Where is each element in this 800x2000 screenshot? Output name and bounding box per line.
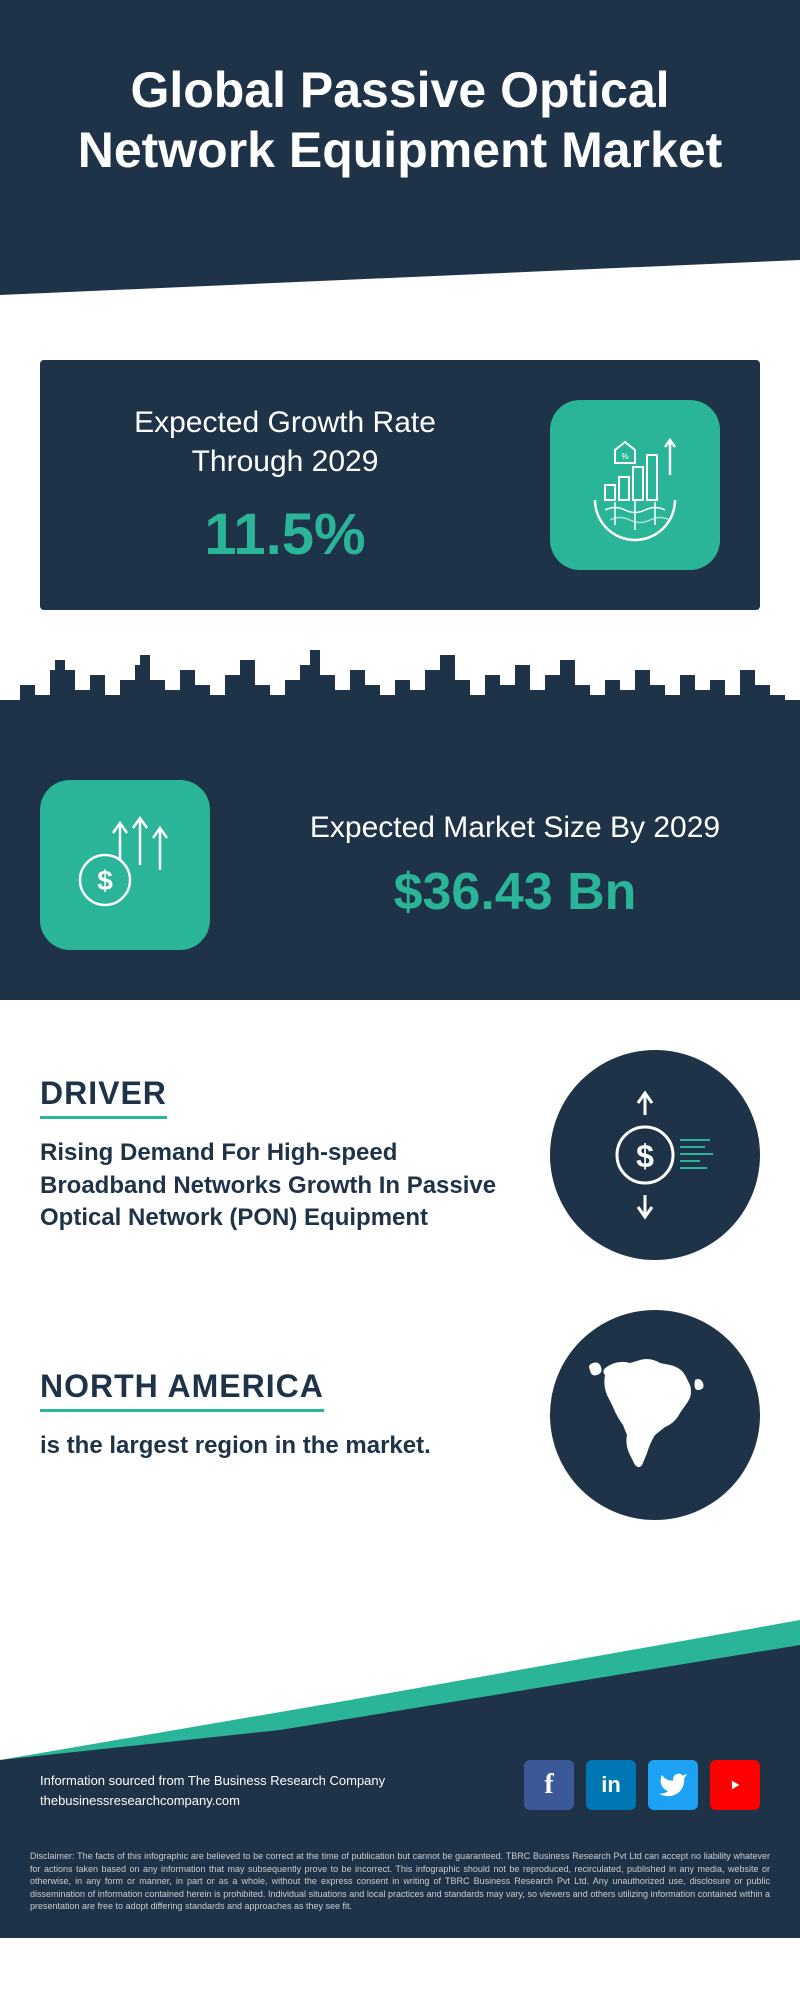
linkedin-icon[interactable]: in: [586, 1760, 636, 1810]
youtube-icon[interactable]: [710, 1760, 760, 1810]
growth-chart-globe-icon: %: [550, 400, 720, 570]
driver-body: Rising Demand For High-speed Broadband N…: [40, 1137, 510, 1234]
market-size-text-block: Expected Market Size By 2029 $36.43 Bn: [270, 808, 760, 922]
header-section: Global Passive Optical Network Equipment…: [0, 0, 800, 250]
disclaimer-text: Disclaimer: The facts of this infographi…: [0, 1835, 800, 1938]
region-text-block: NORTH AMERICA is the largest region in t…: [40, 1368, 510, 1462]
social-icons-row: f in: [524, 1760, 760, 1810]
market-size-value: $36.43 Bn: [270, 862, 760, 922]
source-attribution: Information sourced from The Business Re…: [40, 1771, 385, 1810]
region-heading: NORTH AMERICA: [40, 1368, 324, 1412]
twitter-icon[interactable]: [648, 1760, 698, 1810]
growth-label: Expected Growth Rate Through 2029: [80, 403, 490, 481]
north-america-map-icon: [550, 1310, 760, 1520]
market-size-label: Expected Market Size By 2029: [270, 808, 760, 847]
skyline-silhouette: [0, 640, 800, 730]
growth-rate-section: Expected Growth Rate Through 2029 11.5% …: [40, 360, 760, 610]
footer-section: Information sourced from The Business Re…: [0, 1760, 800, 1835]
svg-text:$: $: [97, 865, 113, 896]
footer-diagonal: [0, 1620, 800, 1760]
region-section: NORTH AMERICA is the largest region in t…: [40, 1310, 760, 1520]
region-body: is the largest region in the market.: [40, 1430, 510, 1462]
market-size-section: $ Expected Market Size By 2029 $36.43 Bn: [0, 730, 800, 1000]
driver-section: DRIVER Rising Demand For High-speed Broa…: [40, 1050, 760, 1260]
driver-heading: DRIVER: [40, 1075, 167, 1119]
dollar-arrows-up-icon: $: [40, 780, 210, 950]
dollar-transfer-icon: $: [550, 1050, 760, 1260]
svg-text:$: $: [636, 1138, 654, 1174]
facebook-icon[interactable]: f: [524, 1760, 574, 1810]
growth-value: 11.5%: [80, 501, 490, 568]
source-line-1: Information sourced from The Business Re…: [40, 1771, 385, 1791]
svg-text:%: %: [621, 452, 628, 461]
growth-text-block: Expected Growth Rate Through 2029 11.5%: [80, 403, 490, 568]
page-title: Global Passive Optical Network Equipment…: [40, 60, 760, 180]
driver-text-block: DRIVER Rising Demand For High-speed Broa…: [40, 1075, 510, 1234]
source-line-2: thebusinessresearchcompany.com: [40, 1791, 385, 1811]
